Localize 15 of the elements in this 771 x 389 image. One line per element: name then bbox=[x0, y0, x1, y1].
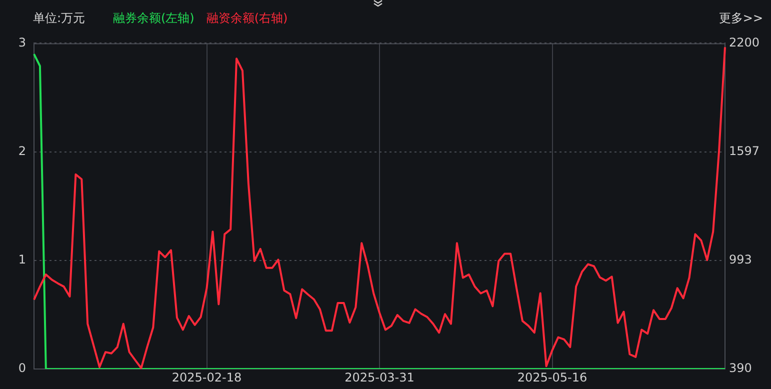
y-tick-label: 1 bbox=[18, 252, 26, 267]
y-tick-label: 0 bbox=[18, 361, 26, 376]
y2-tick-label: 1597 bbox=[729, 144, 760, 158]
text: 融券余额(左轴) bbox=[113, 11, 194, 25]
x-tick-label: 2025-05-16 bbox=[517, 370, 588, 384]
y2-tick-label: 2200 bbox=[729, 35, 760, 50]
y-tick-label: 2 bbox=[18, 144, 26, 158]
text: 更多>> bbox=[718, 11, 763, 25]
y2-tick-label: 390 bbox=[729, 361, 752, 376]
x-tick-label: 2025-02-18 bbox=[172, 370, 242, 384]
text: 单位:万元 bbox=[33, 11, 86, 25]
text: 融资余额(右轴) bbox=[206, 11, 288, 25]
x-tick-label: 2025-03-31 bbox=[344, 370, 414, 384]
y2-tick-label: 993 bbox=[729, 252, 752, 267]
y-tick-label: 3 bbox=[18, 35, 26, 50]
